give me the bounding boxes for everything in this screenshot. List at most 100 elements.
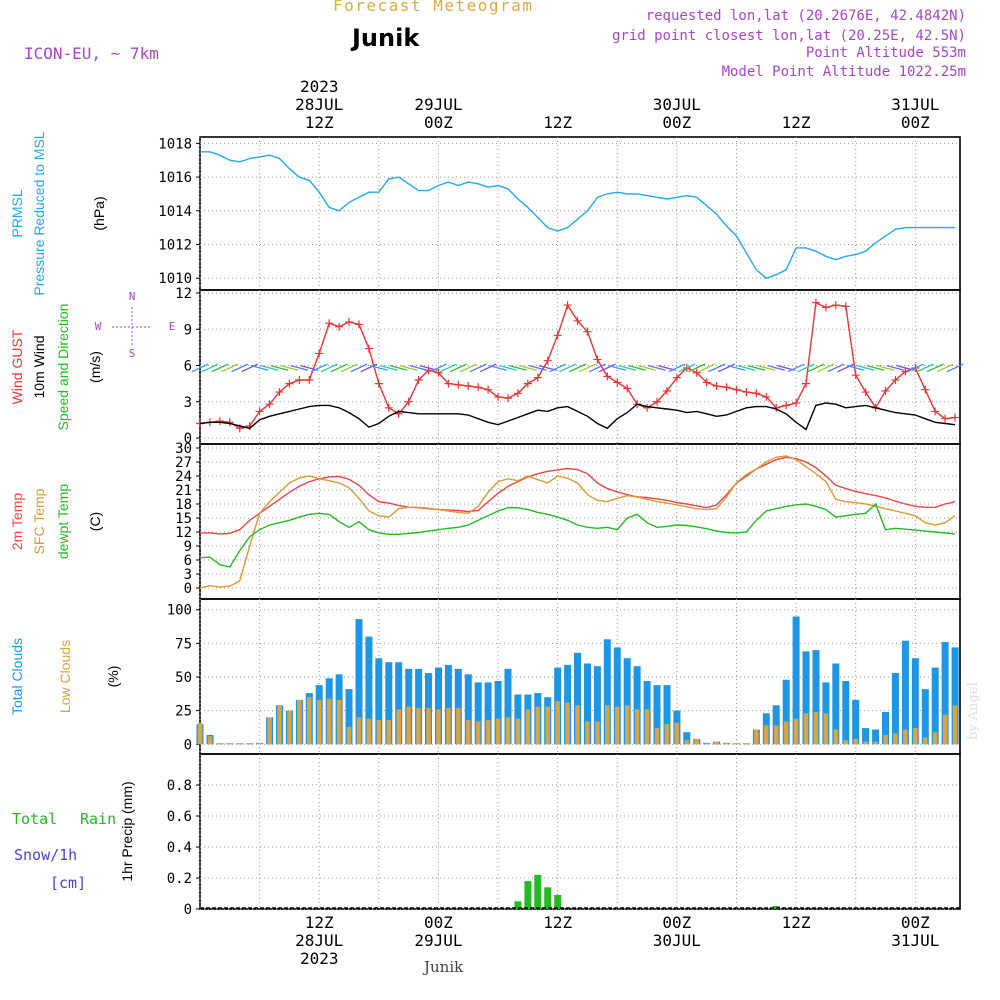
- wind-arrow: [231, 363, 249, 373]
- gust-marker: [374, 379, 383, 388]
- time-label-bottom: 2023: [300, 949, 339, 968]
- y-axis-label: 1hr Precip (mm): [119, 781, 135, 881]
- low_clouds-bar: [257, 742, 262, 745]
- low_clouds-bar: [466, 720, 471, 745]
- gust-marker: [643, 403, 652, 412]
- y-axis-label: PRMSL: [9, 189, 25, 237]
- gust-marker: [533, 373, 542, 382]
- wind-arrow: [320, 363, 338, 373]
- total_clouds-bar: [921, 689, 929, 745]
- low_clouds-bar: [565, 702, 570, 745]
- time-label-bottom: 12Z: [305, 913, 334, 932]
- y-axis-label: Total Clouds: [9, 638, 25, 715]
- wind-arrow: [211, 363, 229, 373]
- y-tick-label: 24: [175, 469, 192, 485]
- y-tick-label: 0: [184, 902, 192, 918]
- gust-marker: [861, 388, 870, 397]
- time-label-bottom: 00Z: [662, 913, 691, 932]
- wind-arrow: [737, 364, 756, 371]
- low_clouds-bar: [317, 699, 322, 745]
- gust-marker: [881, 386, 890, 395]
- wind-arrow: [708, 363, 726, 373]
- wind-arrow: [340, 363, 358, 373]
- gust-marker: [702, 378, 711, 387]
- gust-marker: [802, 379, 811, 388]
- time-label-bottom: 00Z: [901, 913, 930, 932]
- gust-marker: [762, 392, 771, 401]
- gust-marker: [951, 413, 960, 422]
- time-label-top: 29JUL: [414, 95, 462, 114]
- wind-arrow: [598, 363, 616, 373]
- time-label-top: 31JUL: [891, 95, 939, 114]
- panel-frame: [199, 136, 961, 291]
- y-axis-label: SFC Temp: [31, 488, 47, 554]
- y-tick-label: 18: [175, 497, 192, 513]
- low_clouds-bar: [406, 706, 411, 745]
- gust-marker: [345, 318, 354, 326]
- y-tick-label: 50: [175, 670, 192, 686]
- wind-arrow: [787, 363, 805, 373]
- wind-arrow: [191, 363, 209, 373]
- wind-arrow: [369, 364, 388, 371]
- gust-marker: [752, 389, 761, 398]
- total_clouds-bar: [792, 616, 800, 745]
- y-tick-label: 3: [184, 567, 192, 583]
- gust-marker: [414, 376, 423, 384]
- low_clouds-bar: [336, 699, 342, 745]
- y-tick-label: 75: [175, 636, 192, 652]
- compass-icon: [112, 307, 152, 347]
- dewpt-line: [199, 502, 956, 568]
- gust-marker: [494, 392, 503, 401]
- gust-marker: [672, 373, 681, 382]
- total_clouds-bar: [613, 647, 621, 745]
- total_clouds-bar: [603, 639, 611, 745]
- compass-east: E: [169, 320, 176, 333]
- wind-arrow: [837, 363, 855, 373]
- wind-arrow: [389, 364, 408, 371]
- time-label-top: 00Z: [662, 113, 691, 132]
- total_clouds-bar: [464, 674, 472, 745]
- wind-arrow: [688, 363, 706, 373]
- wind-direction-arrows: N S W E: [95, 290, 964, 373]
- gust-marker: [315, 349, 324, 358]
- panel-frame: [199, 443, 961, 600]
- low_clouds-bar: [515, 718, 521, 745]
- y-tick-label: 3: [184, 395, 192, 411]
- low_clouds-bar: [485, 720, 491, 745]
- time-label-bottom: 30JUL: [653, 931, 701, 950]
- time-label-bottom: 31JUL: [891, 931, 939, 950]
- wind-arrow: [489, 364, 507, 371]
- low_clouds-bar: [823, 713, 829, 745]
- low_clouds-bar: [456, 707, 461, 745]
- low_clouds-bar: [346, 726, 352, 745]
- low_clouds-bar: [863, 741, 868, 745]
- total_clouds-bar: [862, 728, 870, 745]
- low_clouds-bar: [605, 705, 610, 745]
- low_clouds-bar: [416, 707, 421, 745]
- wind-arrow: [946, 363, 964, 373]
- time-label-bottom: 00Z: [424, 913, 453, 932]
- low_clouds-bar: [744, 743, 749, 745]
- total_clouds-bar: [385, 662, 393, 745]
- wind-arrow: [290, 364, 309, 371]
- rain-bar: [534, 874, 542, 909]
- low_clouds-bar: [843, 740, 848, 745]
- low_clouds-bar: [426, 707, 431, 745]
- y-tick-label: 0.4: [167, 840, 192, 856]
- wind-arrow: [817, 363, 835, 373]
- wind-arrow: [579, 363, 596, 373]
- low_clouds-bar: [694, 738, 699, 745]
- total_clouds-bar: [593, 666, 601, 745]
- compass-north: N: [129, 290, 136, 303]
- time-label-top: 30JUL: [653, 95, 701, 114]
- wind-arrow: [628, 364, 646, 371]
- y-tick-label: 1010: [158, 271, 192, 287]
- wind-arrow: [797, 363, 815, 373]
- gust-marker: [712, 382, 721, 391]
- low_clouds-bar: [436, 709, 441, 745]
- total_clouds-bar: [683, 732, 691, 745]
- y-axis-label: Pressure Reduced to MSL: [31, 131, 47, 295]
- low_clouds-bar: [386, 720, 391, 745]
- gust-marker: [474, 383, 483, 392]
